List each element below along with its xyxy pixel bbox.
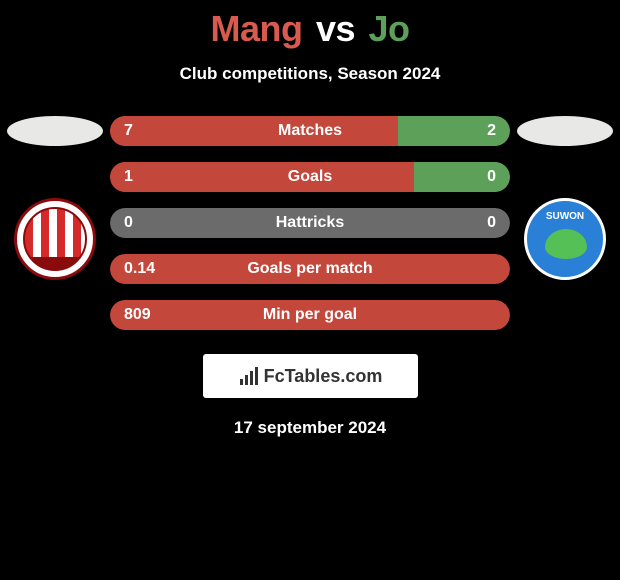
player-right-avatar-placeholder xyxy=(517,116,613,146)
brand-chart-icon xyxy=(238,367,260,385)
stat-label: Goals per match xyxy=(110,260,510,278)
footer-date: 17 september 2024 xyxy=(234,418,386,438)
brand-attribution: FcTables.com xyxy=(203,354,418,398)
stat-bar: 10Goals xyxy=(110,162,510,192)
page-title: Mang vs Jo xyxy=(210,8,409,50)
stat-label: Hattricks xyxy=(110,214,510,232)
player-left-avatar-placeholder xyxy=(7,116,103,146)
player-right-name: Jo xyxy=(369,8,410,49)
club-badge-left xyxy=(14,198,96,280)
stat-label: Goals xyxy=(110,168,510,186)
stat-bar: 72Matches xyxy=(110,116,510,146)
stat-bar: 00Hattricks xyxy=(110,208,510,238)
content-row: 72Matches 10Goals 00Hattricks 0.14Goals per… xyxy=(0,116,620,330)
comparison-card: Mang vs Jo Club competitions, Season 202… xyxy=(0,0,620,438)
vs-text: vs xyxy=(316,8,355,49)
right-column xyxy=(510,116,620,280)
stat-bar: 0.14Goals per match xyxy=(110,254,510,284)
left-column xyxy=(0,116,110,280)
stat-bar: 809Min per goal xyxy=(110,300,510,330)
player-left-name: Mang xyxy=(210,8,302,49)
club-badge-right xyxy=(524,198,606,280)
stat-label: Min per goal xyxy=(110,306,510,324)
stat-label: Matches xyxy=(110,122,510,140)
stats-bars: 72Matches 10Goals 00Hattricks 0.14Goals per… xyxy=(110,116,510,330)
brand-text: FcTables.com xyxy=(264,366,383,387)
subtitle: Club competitions, Season 2024 xyxy=(180,64,441,84)
